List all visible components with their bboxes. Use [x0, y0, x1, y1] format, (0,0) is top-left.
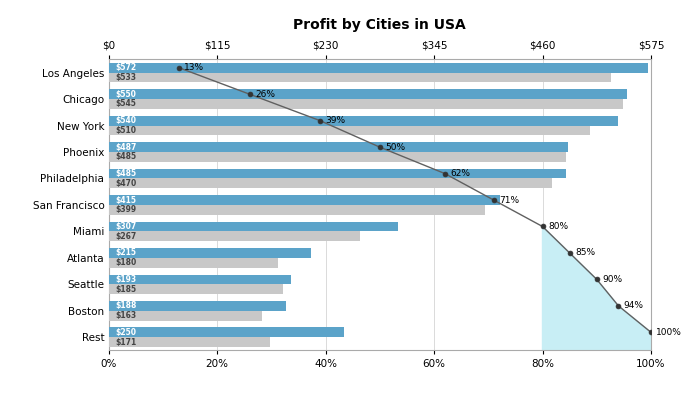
Text: $485: $485	[115, 169, 136, 178]
Bar	[108, 222, 398, 231]
Bar	[108, 327, 344, 337]
Text: $485: $485	[115, 152, 136, 162]
Bar	[108, 337, 270, 347]
Text: $533: $533	[115, 73, 136, 82]
Bar	[108, 99, 623, 109]
Text: $540: $540	[115, 116, 136, 125]
Bar	[108, 248, 312, 258]
Bar	[108, 284, 283, 294]
Bar	[108, 258, 279, 268]
Text: $185: $185	[115, 285, 136, 294]
Bar	[108, 311, 262, 320]
Title: Profit by Cities in USA: Profit by Cities in USA	[293, 18, 466, 32]
Text: $307: $307	[115, 222, 136, 231]
Bar	[108, 142, 568, 152]
Text: 85%: 85%	[575, 248, 595, 257]
Text: $545: $545	[115, 99, 136, 109]
Bar	[108, 116, 618, 126]
Bar	[108, 63, 648, 72]
Bar	[108, 231, 360, 241]
Text: 13%: 13%	[184, 63, 204, 72]
Bar	[108, 169, 566, 179]
Polygon shape	[542, 227, 651, 350]
Text: 80%: 80%	[548, 222, 568, 231]
Bar	[108, 152, 566, 162]
Text: $399: $399	[115, 205, 136, 214]
Text: $250: $250	[115, 328, 136, 337]
Text: $510: $510	[115, 126, 136, 135]
Bar	[108, 205, 485, 215]
Bar	[108, 179, 552, 188]
Text: $215: $215	[115, 248, 136, 257]
Text: 39%: 39%	[326, 116, 346, 125]
Text: $572: $572	[115, 63, 136, 72]
Text: 26%: 26%	[255, 90, 275, 99]
Bar	[108, 274, 290, 284]
Text: $267: $267	[115, 232, 136, 241]
Text: 62%: 62%	[450, 169, 470, 178]
Text: $188: $188	[115, 301, 136, 310]
Bar	[108, 72, 611, 82]
Bar	[108, 195, 500, 205]
Text: 71%: 71%	[499, 196, 519, 205]
Text: $193: $193	[115, 275, 136, 284]
Text: 100%: 100%	[657, 328, 682, 337]
Text: $470: $470	[115, 179, 136, 188]
Text: 94%: 94%	[624, 301, 644, 310]
Text: $171: $171	[115, 338, 136, 346]
Bar	[108, 89, 627, 99]
Text: 90%: 90%	[602, 275, 622, 284]
Text: $163: $163	[115, 311, 136, 320]
Text: 50%: 50%	[385, 143, 405, 152]
Text: $550: $550	[115, 90, 136, 99]
Text: $180: $180	[115, 258, 136, 267]
Bar	[108, 126, 589, 135]
Bar	[108, 301, 286, 311]
Text: $487: $487	[115, 143, 136, 152]
Text: $415: $415	[115, 196, 136, 205]
